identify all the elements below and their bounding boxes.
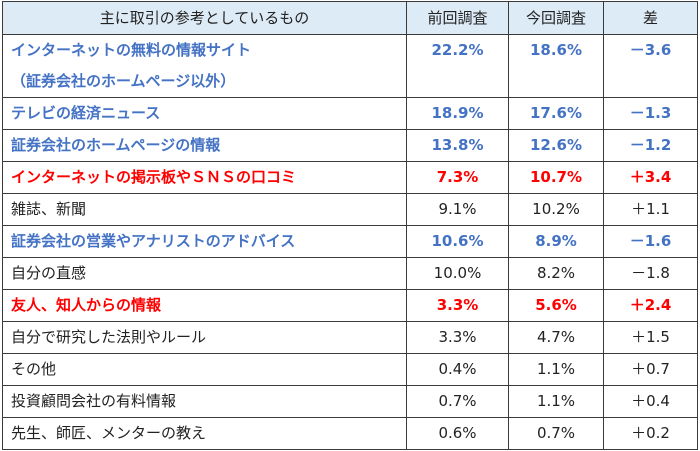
row-previous: 13.8% — [406, 129, 509, 162]
table-row: 自分の直感 10.0% 8.2% －1.8 — [2, 257, 698, 290]
row-label-line1: インターネットの無料の情報サイト — [11, 41, 252, 59]
table-row: 先生、師匠、メンターの教え 0.6% 0.7% ＋0.2 — [2, 417, 698, 450]
row-label: その他 — [2, 353, 407, 386]
row-label: インターネットの掲示板やＳＮＳの口コミ — [2, 161, 407, 194]
row-current: 8.2% — [508, 257, 604, 290]
table-row: 投資顧問会社の有料情報 0.7% 1.1% ＋0.4 — [2, 385, 698, 418]
row-current: 17.6% — [508, 97, 604, 130]
row-previous: 18.9% — [406, 97, 509, 130]
row-previous: 0.4% — [406, 353, 509, 386]
row-diff: ＋3.4 — [603, 161, 698, 194]
row-label: 投資顧問会社の有料情報 — [2, 385, 407, 418]
row-diff: －1.6 — [603, 225, 698, 258]
row-label: インターネットの無料の情報サイト （証券会社のホームページ以外） — [2, 34, 407, 98]
row-current: 18.6% — [508, 34, 604, 98]
row-current: 8.9% — [508, 225, 604, 258]
table-row: テレビの経済ニュース 18.9% 17.6% －1.3 — [2, 97, 698, 130]
row-label: テレビの経済ニュース — [2, 97, 407, 130]
row-diff: ＋0.7 — [603, 353, 698, 386]
header-item: 主に取引の参考としているもの — [2, 1, 407, 35]
row-diff: ＋0.4 — [603, 385, 698, 418]
table-row: その他 0.4% 1.1% ＋0.7 — [2, 353, 698, 386]
table-row: 雑誌、新聞 9.1% 10.2% ＋1.1 — [2, 193, 698, 226]
header-current: 今回調査 — [508, 1, 604, 35]
row-diff: －1.2 — [603, 129, 698, 162]
row-diff: ＋0.2 — [603, 417, 698, 450]
row-label-line2: （証券会社のホームページ以外） — [11, 72, 236, 90]
row-diff: －1.8 — [603, 257, 698, 290]
row-current: 0.7% — [508, 417, 604, 450]
row-current: 5.6% — [508, 289, 604, 322]
row-previous: 10.0% — [406, 257, 509, 290]
row-previous: 7.3% — [406, 161, 509, 194]
row-current: 4.7% — [508, 321, 604, 354]
table-row: 証券会社の営業やアナリストのアドバイス 10.6% 8.9% －1.6 — [2, 225, 698, 258]
table-row: 友人、知人からの情報 3.3% 5.6% ＋2.4 — [2, 289, 698, 322]
row-label: 証券会社の営業やアナリストのアドバイス — [2, 225, 407, 258]
row-previous: 3.3% — [406, 289, 509, 322]
row-label: 先生、師匠、メンターの教え — [2, 417, 407, 450]
table-row: 自分で研究した法則やルール 3.3% 4.7% ＋1.5 — [2, 321, 698, 354]
row-previous: 3.3% — [406, 321, 509, 354]
table-row: インターネットの掲示板やＳＮＳの口コミ 7.3% 10.7% ＋3.4 — [2, 161, 698, 194]
row-label: 証券会社のホームページの情報 — [2, 129, 407, 162]
row-previous: 10.6% — [406, 225, 509, 258]
row-diff: ＋2.4 — [603, 289, 698, 322]
header-row: 主に取引の参考としているもの 前回調査 今回調査 差 — [2, 1, 698, 35]
table-row: 証券会社のホームページの情報 13.8% 12.6% －1.2 — [2, 129, 698, 162]
header-previous: 前回調査 — [406, 1, 509, 35]
row-previous: 0.6% — [406, 417, 509, 450]
row-label: 自分の直感 — [2, 257, 407, 290]
row-current: 10.2% — [508, 193, 604, 226]
row-diff: ＋1.5 — [603, 321, 698, 354]
table-row: インターネットの無料の情報サイト （証券会社のホームページ以外） 22.2% 1… — [2, 34, 698, 98]
row-label: 雑誌、新聞 — [2, 193, 407, 226]
row-current: 10.7% — [508, 161, 604, 194]
row-diff: ＋1.1 — [603, 193, 698, 226]
header-diff: 差 — [603, 1, 698, 35]
row-previous: 9.1% — [406, 193, 509, 226]
row-current: 1.1% — [508, 353, 604, 386]
row-previous: 22.2% — [406, 34, 509, 98]
row-current: 12.6% — [508, 129, 604, 162]
row-label: 自分で研究した法則やルール — [2, 321, 407, 354]
row-current: 1.1% — [508, 385, 604, 418]
row-diff: －3.6 — [603, 34, 698, 98]
row-previous: 0.7% — [406, 385, 509, 418]
row-label: 友人、知人からの情報 — [2, 289, 407, 322]
row-diff: －1.3 — [603, 97, 698, 130]
